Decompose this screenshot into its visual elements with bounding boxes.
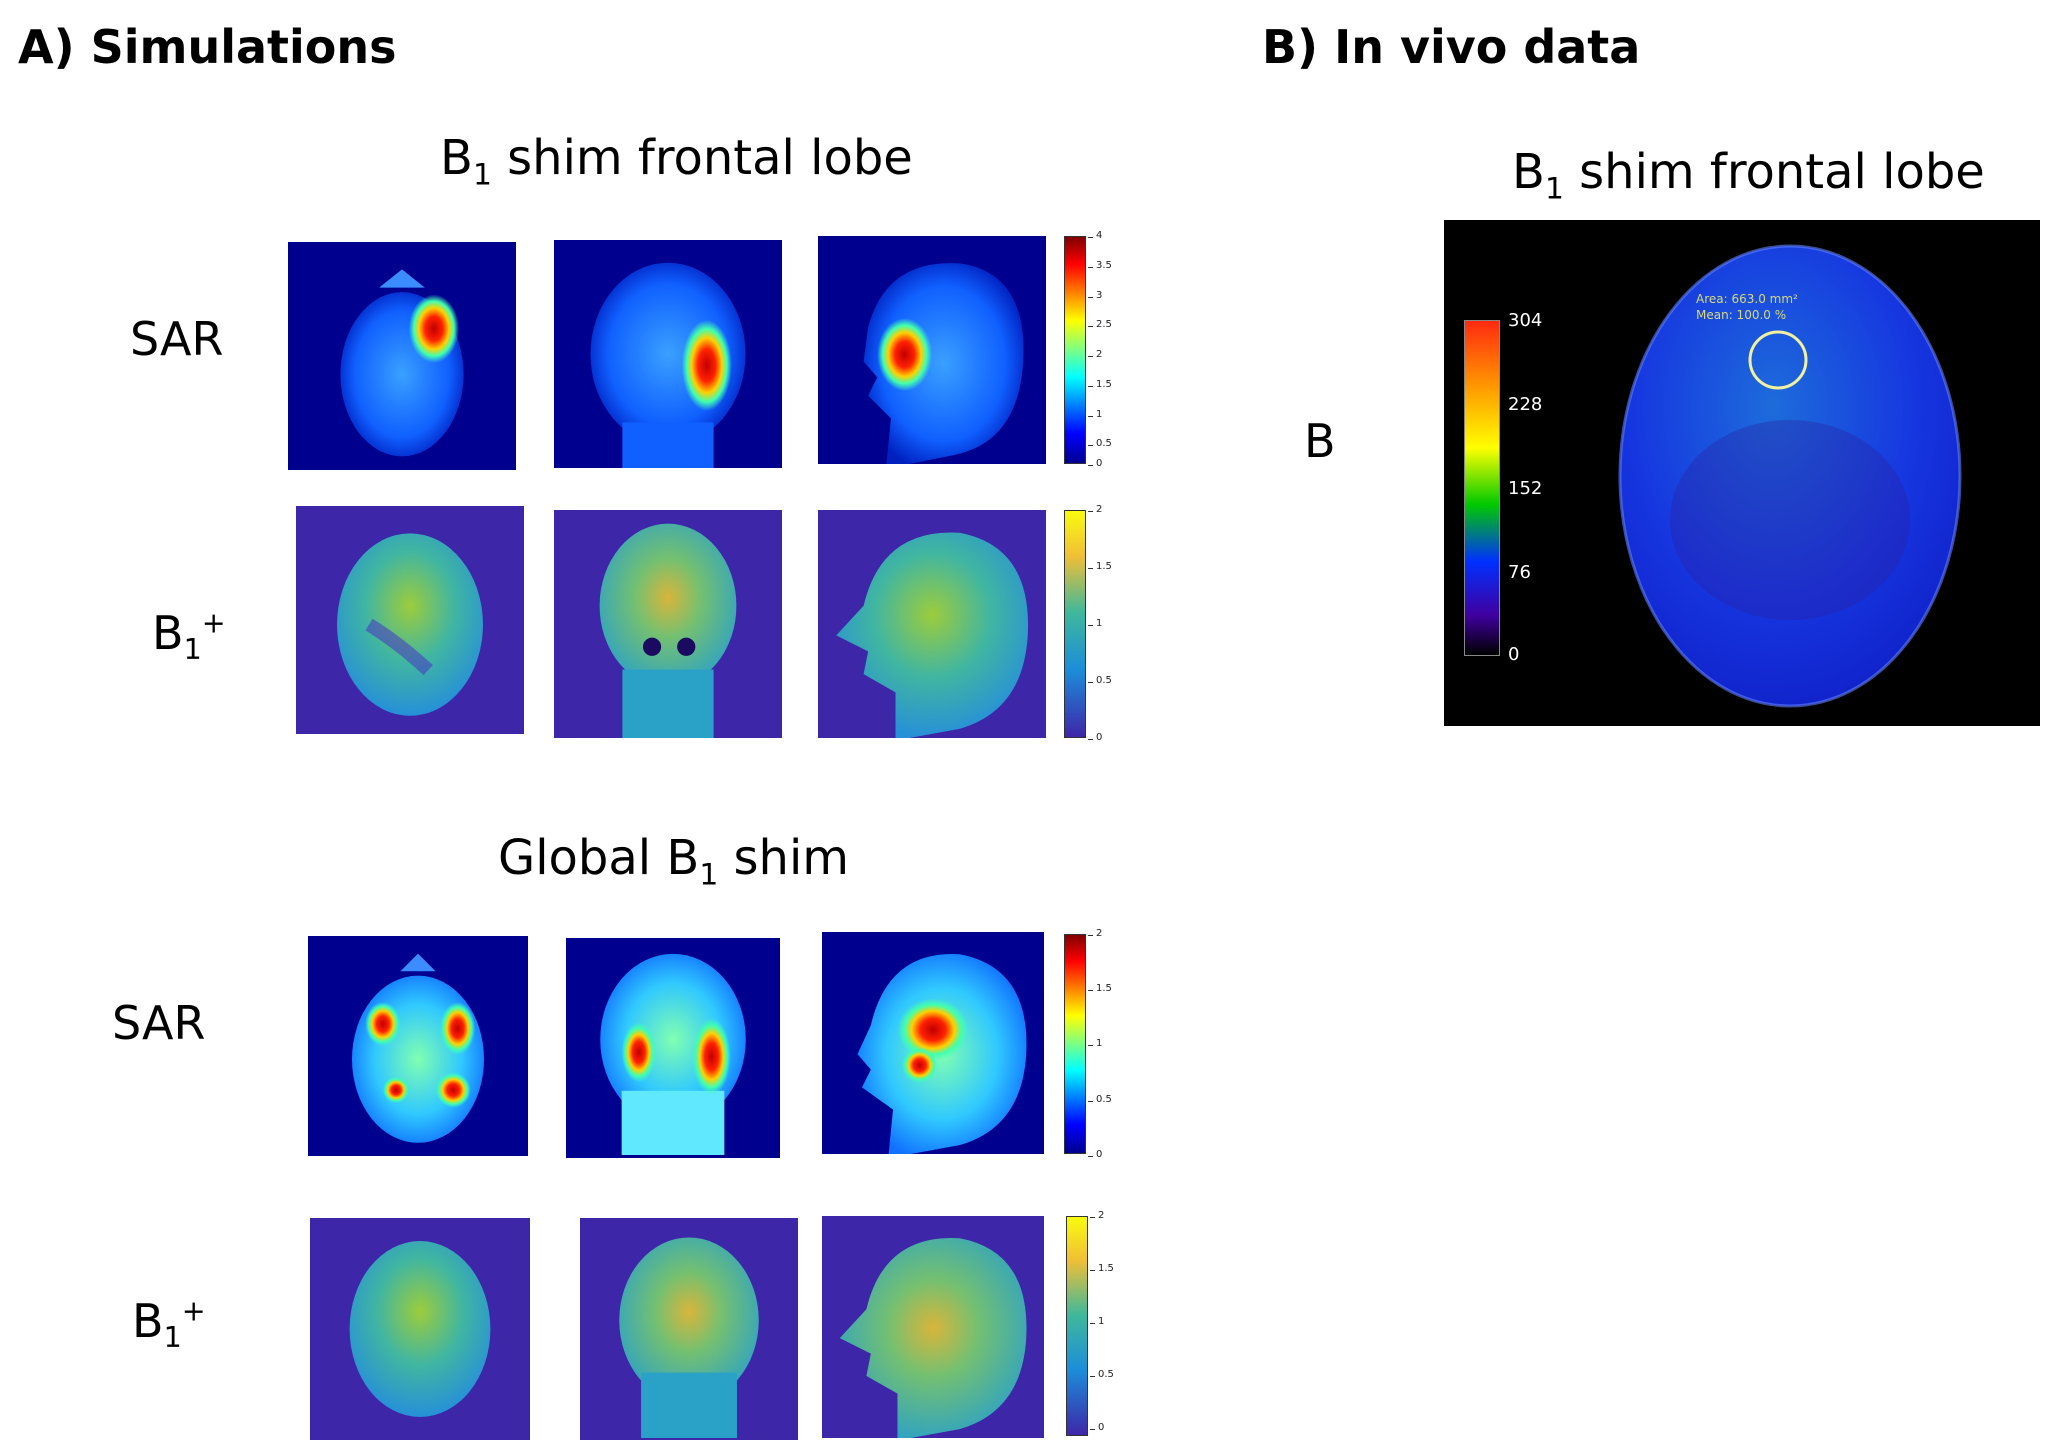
sar-coronal-frontal xyxy=(554,240,782,468)
section-title-frontal: B1 shim frontal lobe xyxy=(440,130,913,193)
b1-sagittal-global xyxy=(822,1216,1044,1438)
section-title-global: Global B1 shim xyxy=(498,830,850,893)
row-label-sar-global: SAR xyxy=(112,996,206,1050)
b1-coronal-global xyxy=(580,1218,798,1440)
invivo-colorbar-ticks: 304 228 152 76 0 xyxy=(1508,310,1543,665)
colorbar-ticks-b1-frontal: 2 1.5 1 0.5 0 xyxy=(1087,504,1112,744)
colorbar-sar-global xyxy=(1064,934,1086,1154)
colorbar-b1-global xyxy=(1066,1216,1088,1436)
invivo-colorbar xyxy=(1464,320,1500,656)
b1-axial-frontal xyxy=(296,506,524,734)
panel-b-title: B) In vivo data xyxy=(1262,20,1641,74)
panel-a-title: A) Simulations xyxy=(18,20,397,74)
sar-axial-frontal xyxy=(288,242,516,470)
colorbar-ticks-sar-frontal: 4 3.5 3 2.5 2 1.5 1 0.5 0 xyxy=(1087,230,1112,470)
invivo-section-title: B1 shim frontal lobe xyxy=(1512,144,1985,207)
b1-coronal-frontal xyxy=(554,510,782,738)
colorbar-b1-frontal xyxy=(1064,510,1086,738)
roi-mean-label: Mean: 100.0 % xyxy=(1696,308,1787,322)
invivo-side-label: B xyxy=(1304,414,1336,468)
colorbar-ticks-b1-global: 2 1.5 1 0.5 0 xyxy=(1089,1210,1114,1433)
sar-axial-global xyxy=(308,936,528,1156)
b1-axial-global xyxy=(310,1218,530,1440)
colorbar-sar-frontal xyxy=(1064,236,1086,464)
sar-sagittal-frontal xyxy=(818,236,1046,464)
sar-sagittal-global xyxy=(822,932,1044,1154)
sar-coronal-global xyxy=(566,938,780,1158)
row-label-sar-frontal: SAR xyxy=(130,312,224,366)
colorbar-ticks-sar-global: 2 1.5 1 0.5 0 xyxy=(1087,928,1112,1160)
row-label-b1-global: B1+ xyxy=(132,1294,206,1355)
row-label-b1-frontal: B1+ xyxy=(152,606,226,667)
roi-area-label: Area: 663.0 mm² xyxy=(1696,292,1798,306)
invivo-b1-map xyxy=(1444,220,2040,726)
b1-sagittal-frontal xyxy=(818,510,1046,738)
